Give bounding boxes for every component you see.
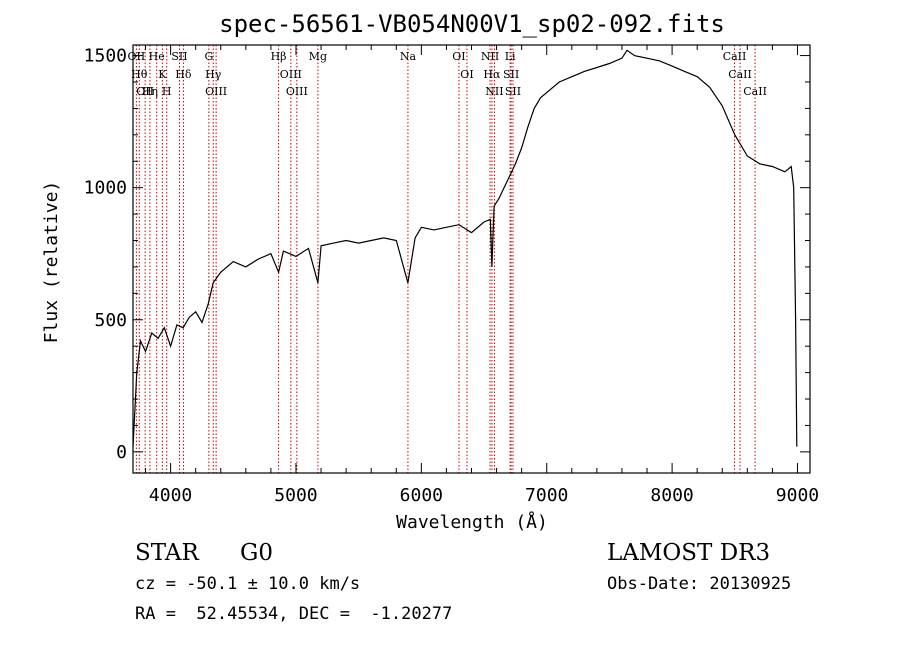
- line-label-5: K: [158, 68, 167, 81]
- y-axis-label: Flux (relative): [41, 181, 62, 344]
- observation-date: Obs-Date: 20130925: [607, 574, 792, 594]
- line-label-13: OIII: [280, 68, 302, 81]
- x-tick-label-4: 8000: [650, 485, 693, 506]
- line-label-19: NII: [481, 50, 499, 63]
- emission-line-markers: [135, 45, 756, 473]
- coordinates: RA = 52.45534, DEC = -1.20277: [135, 604, 453, 624]
- x-tick-label-3: 7000: [525, 485, 568, 506]
- line-label-14: OIII: [286, 85, 308, 98]
- line-label-6: H: [162, 85, 172, 98]
- line-label-25: CaII: [723, 50, 747, 63]
- line-label-16: Na: [400, 50, 417, 63]
- y-tick-label-3: 1500: [84, 46, 127, 67]
- line-label-7: SII: [171, 50, 187, 63]
- x-tick-label-0: 4000: [149, 485, 192, 506]
- object-class: STAR: [135, 540, 199, 566]
- axis-ticks: [133, 45, 810, 473]
- line-label-2: Hη: [142, 85, 158, 98]
- line-label-8: Hδ: [175, 68, 192, 81]
- plot-frame: [132, 44, 811, 474]
- object-subclass: G0: [240, 540, 274, 566]
- line-label-1: Hθ: [131, 68, 148, 81]
- line-label-22: Li: [505, 50, 516, 63]
- redshift-velocity: cz = -50.1 ± 10.0 km/s: [135, 574, 361, 594]
- line-label-15: Mg: [309, 50, 327, 63]
- y-tick-label-0: 0: [116, 442, 127, 463]
- line-label-26: CaII: [728, 68, 752, 81]
- line-label-21: NII: [485, 85, 503, 98]
- y-tick-label-2: 1000: [84, 178, 127, 199]
- line-label-3: OII: [136, 85, 154, 98]
- x-tick-label-2: 6000: [400, 485, 443, 506]
- line-label-18: OI: [460, 68, 473, 81]
- line-label-24: SII: [505, 85, 521, 98]
- x-tick-label-5: 9000: [776, 485, 819, 506]
- line-label-9: G: [204, 50, 213, 63]
- x-tick-label-1: 5000: [274, 485, 317, 506]
- chart-title: spec-56561-VB054N00V1_sp02-092.fits: [219, 10, 725, 38]
- line-label-12: Hβ: [271, 50, 287, 63]
- x-axis-label: Wavelength (Å): [396, 511, 548, 533]
- survey-name: LAMOST DR3: [607, 540, 771, 566]
- line-label-27: CaII: [743, 85, 767, 98]
- y-tick-label-1: 500: [94, 310, 127, 331]
- axis-tick-labels: 4000 5000 6000 7000 8000 9000 0 500 1000 1500: [84, 46, 820, 506]
- line-label-17: OI: [452, 50, 465, 63]
- line-label-0: OII: [128, 50, 146, 63]
- spectrum-chart: spec-56561-VB054N00V1_sp02-092.fits OIIH…: [41, 10, 820, 533]
- line-label-10: Hγ: [205, 68, 222, 81]
- line-label-11: OIII: [205, 85, 227, 98]
- line-label-23: SII: [503, 68, 519, 81]
- line-label-4: He: [149, 50, 165, 63]
- flux-spectrum-line: [132, 49, 798, 447]
- line-label-20: Hα: [483, 68, 501, 81]
